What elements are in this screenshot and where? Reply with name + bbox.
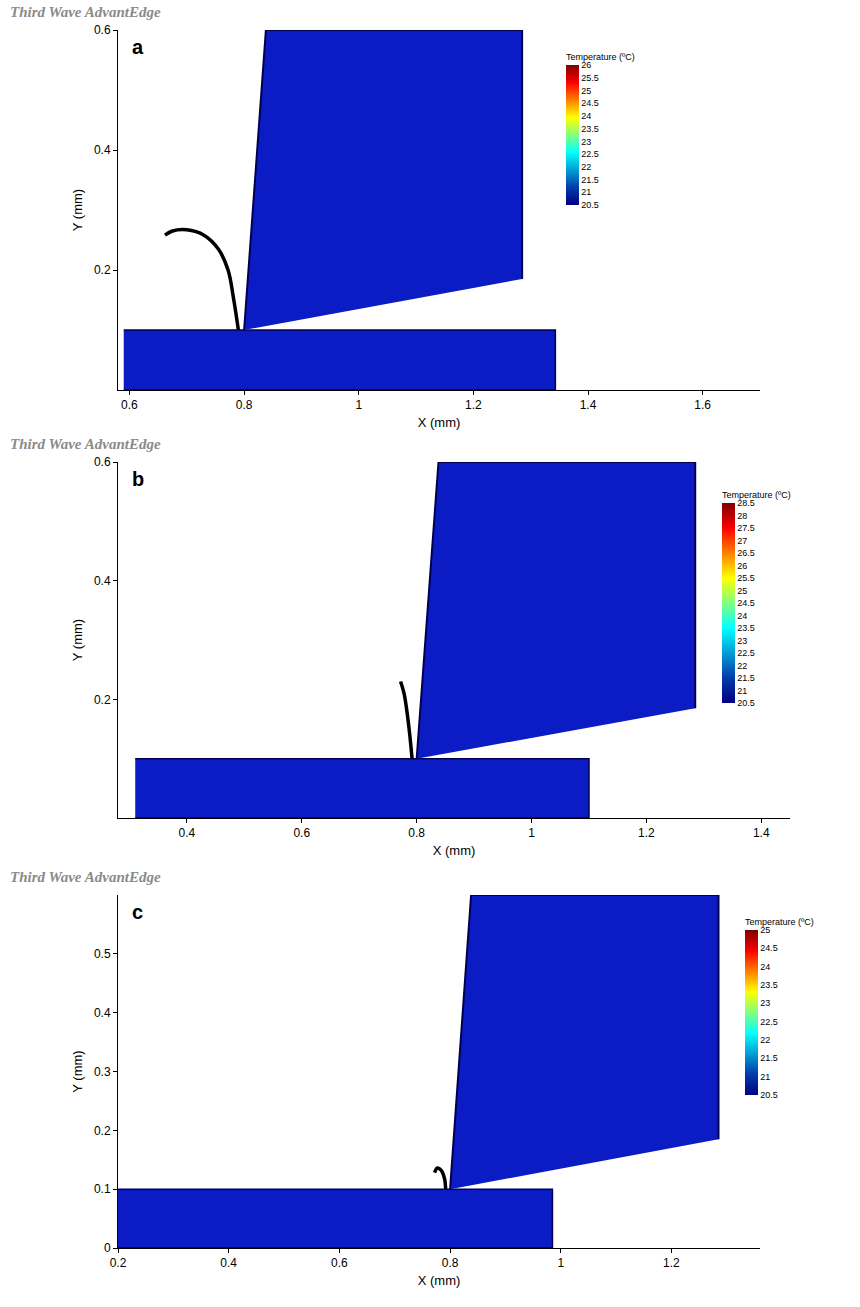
svg-text:1.2: 1.2 <box>663 1256 680 1270</box>
svg-text:22.5: 22.5 <box>760 1017 778 1027</box>
svg-text:26: 26 <box>581 60 591 70</box>
svg-text:23: 23 <box>737 636 747 646</box>
svg-text:25: 25 <box>737 586 747 596</box>
svg-text:27: 27 <box>737 536 747 546</box>
svg-text:26: 26 <box>737 561 747 571</box>
svg-text:Third Wave AdvantEdge: Third Wave AdvantEdge <box>10 4 161 20</box>
svg-text:24: 24 <box>760 962 770 972</box>
svg-text:20.5: 20.5 <box>760 1090 778 1100</box>
svg-text:23.5: 23.5 <box>581 124 599 134</box>
svg-text:21.5: 21.5 <box>737 673 755 683</box>
svg-text:0: 0 <box>104 1241 111 1255</box>
svg-text:0.4: 0.4 <box>94 143 111 157</box>
svg-text:0.8: 0.8 <box>236 398 253 412</box>
svg-text:0.4: 0.4 <box>94 1006 111 1020</box>
svg-text:Y (mm): Y (mm) <box>70 189 85 231</box>
svg-text:c: c <box>132 901 143 923</box>
svg-text:22.5: 22.5 <box>581 149 599 159</box>
svg-text:22: 22 <box>737 661 747 671</box>
svg-text:25: 25 <box>581 86 591 96</box>
svg-text:0.8: 0.8 <box>408 826 425 840</box>
svg-text:1.2: 1.2 <box>465 398 482 412</box>
svg-text:25.5: 25.5 <box>581 73 599 83</box>
svg-text:Y (mm): Y (mm) <box>70 1050 85 1092</box>
svg-text:0.6: 0.6 <box>331 1256 348 1270</box>
svg-text:21: 21 <box>737 686 747 696</box>
svg-text:Temperature (ºC): Temperature (ºC) <box>566 52 635 62</box>
svg-text:24: 24 <box>737 611 747 621</box>
svg-text:0.4: 0.4 <box>220 1256 237 1270</box>
svg-text:1: 1 <box>528 826 535 840</box>
svg-text:Third Wave AdvantEdge: Third Wave AdvantEdge <box>10 869 161 885</box>
svg-text:23: 23 <box>581 137 591 147</box>
svg-text:0.4: 0.4 <box>179 826 196 840</box>
svg-text:25.5: 25.5 <box>737 573 755 583</box>
svg-text:X (mm): X (mm) <box>418 415 461 430</box>
svg-text:0.2: 0.2 <box>110 1256 127 1270</box>
svg-text:0.2: 0.2 <box>94 693 111 707</box>
svg-text:0.3: 0.3 <box>94 1065 111 1079</box>
svg-text:0.2: 0.2 <box>94 1124 111 1138</box>
svg-text:28.5: 28.5 <box>737 498 755 508</box>
svg-text:1.4: 1.4 <box>580 398 597 412</box>
svg-text:27.5: 27.5 <box>737 523 755 533</box>
svg-text:21: 21 <box>760 1072 770 1082</box>
svg-text:0.6: 0.6 <box>94 455 111 469</box>
svg-text:0.6: 0.6 <box>293 826 310 840</box>
svg-text:20.5: 20.5 <box>581 200 599 210</box>
svg-text:21.5: 21.5 <box>760 1053 778 1063</box>
svg-text:24.5: 24.5 <box>581 98 599 108</box>
svg-text:Y (mm): Y (mm) <box>70 619 85 661</box>
svg-text:1.2: 1.2 <box>638 826 655 840</box>
svg-text:23: 23 <box>760 998 770 1008</box>
svg-text:21: 21 <box>581 187 591 197</box>
svg-text:1.6: 1.6 <box>694 398 711 412</box>
svg-text:0.1: 0.1 <box>94 1182 111 1196</box>
svg-text:25: 25 <box>760 925 770 935</box>
svg-text:X (mm): X (mm) <box>433 843 476 858</box>
svg-text:Third Wave AdvantEdge: Third Wave AdvantEdge <box>10 436 161 452</box>
svg-text:22: 22 <box>760 1035 770 1045</box>
svg-text:0.4: 0.4 <box>94 574 111 588</box>
svg-text:24.5: 24.5 <box>760 943 778 953</box>
svg-text:22.5: 22.5 <box>737 648 755 658</box>
svg-text:0.8: 0.8 <box>442 1256 459 1270</box>
svg-text:0.2: 0.2 <box>94 263 111 277</box>
svg-text:1: 1 <box>355 398 362 412</box>
svg-text:b: b <box>132 468 144 490</box>
svg-text:1: 1 <box>557 1256 564 1270</box>
svg-text:24.5: 24.5 <box>737 598 755 608</box>
svg-text:0.6: 0.6 <box>121 398 138 412</box>
svg-text:20.5: 20.5 <box>737 698 755 708</box>
svg-text:Temperature (ºC): Temperature (ºC) <box>722 490 791 500</box>
svg-text:28: 28 <box>737 511 747 521</box>
svg-text:0.6: 0.6 <box>94 23 111 37</box>
svg-text:26.5: 26.5 <box>737 548 755 558</box>
svg-text:X (mm): X (mm) <box>418 1273 461 1288</box>
svg-text:23.5: 23.5 <box>760 980 778 990</box>
svg-text:23.5: 23.5 <box>737 623 755 633</box>
svg-text:0.5: 0.5 <box>94 947 111 961</box>
svg-text:21.5: 21.5 <box>581 175 599 185</box>
svg-text:1.4: 1.4 <box>753 826 770 840</box>
svg-text:24: 24 <box>581 111 591 121</box>
svg-text:22: 22 <box>581 162 591 172</box>
svg-text:Temperature (ºC): Temperature (ºC) <box>745 917 814 927</box>
svg-text:a: a <box>132 36 144 58</box>
